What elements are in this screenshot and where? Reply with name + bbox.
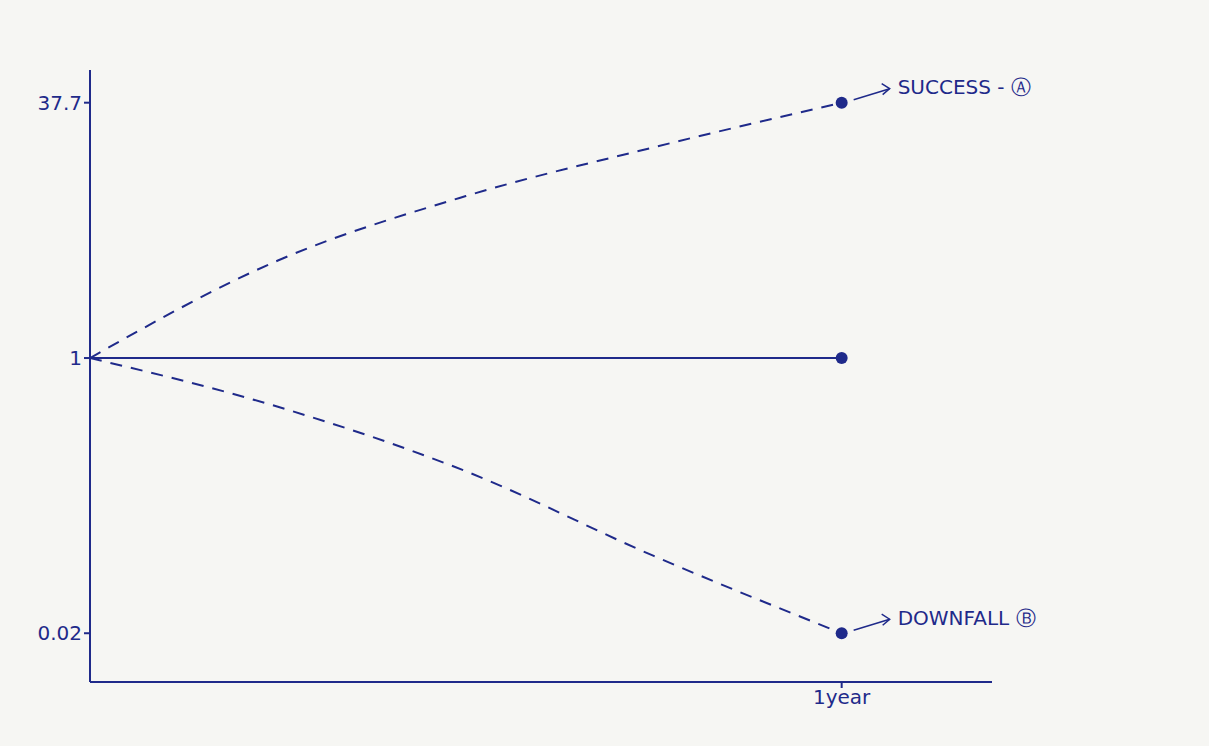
svg-text:DOWNFALL Ⓑ: DOWNFALL Ⓑ	[898, 606, 1036, 630]
svg-text:37.7: 37.7	[37, 91, 82, 115]
svg-text:1: 1	[69, 346, 82, 370]
svg-text:0.02: 0.02	[37, 621, 82, 645]
svg-text:1year: 1year	[813, 685, 871, 709]
svg-text:SUCCESS - Ⓐ: SUCCESS - Ⓐ	[898, 75, 1031, 99]
